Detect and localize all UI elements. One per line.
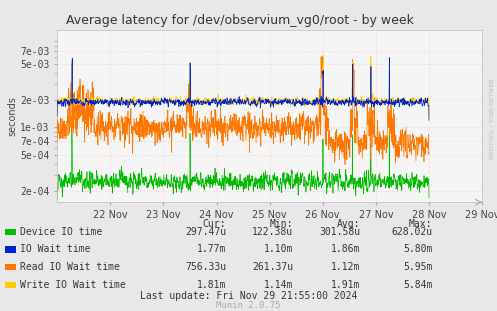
Text: 5.80m: 5.80m <box>403 244 432 254</box>
Text: IO Wait time: IO Wait time <box>20 244 90 254</box>
Text: Munin 2.0.75: Munin 2.0.75 <box>216 301 281 310</box>
Text: Last update: Fri Nov 29 21:55:00 2024: Last update: Fri Nov 29 21:55:00 2024 <box>140 290 357 300</box>
Text: 301.58u: 301.58u <box>319 227 360 237</box>
Text: Read IO Wait time: Read IO Wait time <box>20 262 120 272</box>
Text: 1.86m: 1.86m <box>331 244 360 254</box>
Text: 5.84m: 5.84m <box>403 280 432 290</box>
Text: 1.12m: 1.12m <box>331 262 360 272</box>
Text: Avg:: Avg: <box>337 219 360 229</box>
Text: 297.47u: 297.47u <box>185 227 226 237</box>
Text: Cur:: Cur: <box>203 219 226 229</box>
Text: 1.77m: 1.77m <box>197 244 226 254</box>
Text: 756.33u: 756.33u <box>185 262 226 272</box>
Text: 1.10m: 1.10m <box>264 244 293 254</box>
Text: Write IO Wait time: Write IO Wait time <box>20 280 126 290</box>
Text: Min:: Min: <box>270 219 293 229</box>
Y-axis label: seconds: seconds <box>7 96 17 136</box>
Text: Max:: Max: <box>409 219 432 229</box>
Text: 1.91m: 1.91m <box>331 280 360 290</box>
Text: 122.38u: 122.38u <box>252 227 293 237</box>
Text: 261.37u: 261.37u <box>252 262 293 272</box>
Text: 5.95m: 5.95m <box>403 262 432 272</box>
Text: 1.14m: 1.14m <box>264 280 293 290</box>
Text: Average latency for /dev/observium_vg0/root - by week: Average latency for /dev/observium_vg0/r… <box>66 14 414 27</box>
Text: Device IO time: Device IO time <box>20 227 102 237</box>
Text: 628.02u: 628.02u <box>391 227 432 237</box>
Text: RRDTOOL / TOBI OETIKER: RRDTOOL / TOBI OETIKER <box>490 78 495 159</box>
Text: 1.81m: 1.81m <box>197 280 226 290</box>
